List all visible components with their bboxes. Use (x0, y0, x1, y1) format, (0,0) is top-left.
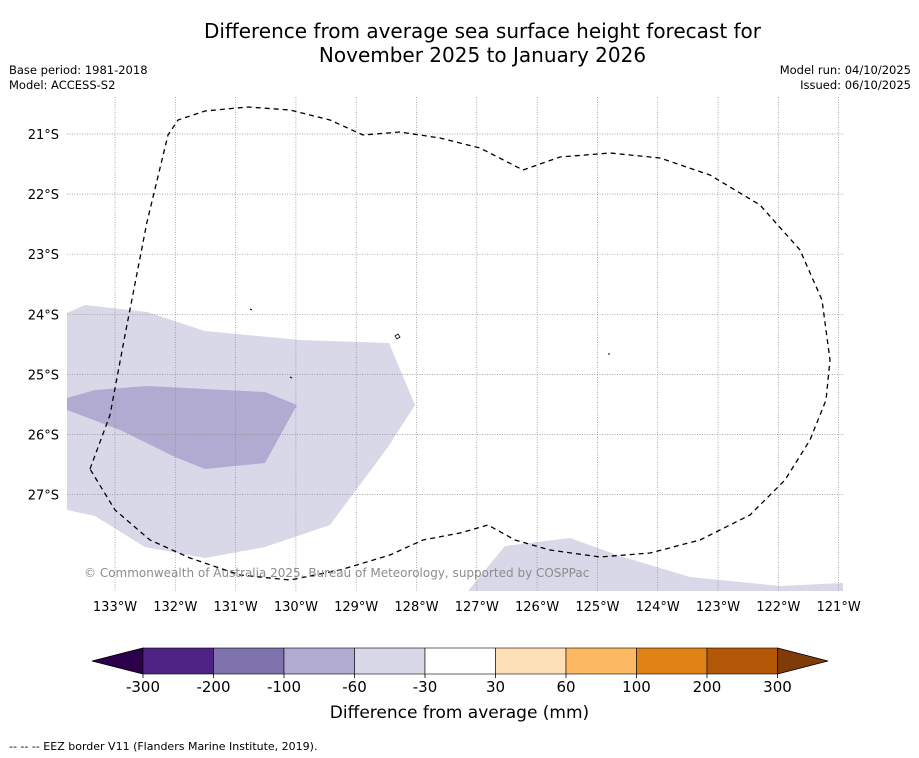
longitude-label: 132°W (153, 600, 197, 615)
map-title: Difference from average sea surface heig… (0, 19, 919, 67)
island-marker (249, 308, 253, 311)
latitude-label: 27°S (28, 489, 59, 504)
colorbar-segment (354, 647, 426, 675)
longitude-label: 133°W (93, 600, 137, 615)
meta-right: Model run: 04/10/2025 Issued: 06/10/2025 (780, 63, 911, 93)
colorbar-tick-label: -300 (126, 678, 160, 696)
colorbar: -300 -200 -100 -60 -30 30 60 100 200 300 (91, 647, 829, 696)
colorbar-tick-label: -60 (342, 678, 367, 696)
eez-footnote: -- -- -- EEZ border V11 (Flanders Marine… (9, 740, 318, 753)
longitude-label: 129°W (334, 600, 378, 615)
longitude-label: 131°W (214, 600, 258, 615)
longitude-label: 123°W (696, 600, 740, 615)
colorbar-segment (636, 647, 708, 675)
colorbar-tick-label: -30 (413, 678, 438, 696)
longitude-label: 126°W (515, 600, 559, 615)
longitude-label: 130°W (274, 600, 318, 615)
anomaly-region-mid (67, 386, 297, 469)
colorbar-segment (142, 647, 214, 675)
longitude-label: 122°W (756, 600, 800, 615)
model-name: Model: ACCESS-S2 (9, 78, 116, 92)
colorbar-tick-label: -100 (267, 678, 301, 696)
colorbar-segment (495, 647, 567, 675)
anomaly-region-light-southeast (468, 538, 843, 591)
eez-border (89, 106, 831, 581)
anomaly-field (67, 305, 843, 591)
colorbar-tick-label: 100 (622, 678, 651, 696)
longitude-label: 127°W (455, 600, 499, 615)
colorbar-segment (283, 647, 355, 675)
latitude-label: 23°S (28, 248, 59, 263)
longitude-label: 125°W (575, 600, 619, 615)
colorbar-overflow-triangle (777, 647, 829, 675)
meta-left: Base period: 1981-2018 Model: ACCESS-S2 (9, 63, 148, 93)
colorbar-segment (565, 647, 637, 675)
colorbar-segment (213, 647, 285, 675)
colorbar-tick-label: -200 (196, 678, 230, 696)
colorbar-tick-label: 60 (556, 678, 575, 696)
colorbar-segment (424, 647, 496, 675)
latitude-labels: 21°S 22°S 23°S 24°S 25°S 26°S 27°S (28, 128, 59, 504)
island-marker (394, 333, 401, 340)
colorbar-tick-label: 30 (486, 678, 505, 696)
colorbar-label: Difference from average (mm) (329, 703, 590, 723)
latitude-label: 26°S (28, 429, 59, 444)
base-period: Base period: 1981-2018 (9, 63, 148, 77)
colorbar-segment (706, 647, 778, 675)
latitude-label: 22°S (28, 188, 59, 203)
title-line-1: Difference from average sea surface heig… (203, 19, 762, 43)
model-run: Model run: 04/10/2025 (779, 63, 911, 77)
longitude-label: 128°W (394, 600, 438, 615)
colorbar-underflow-triangle (91, 647, 144, 675)
title-line-2: November 2025 to January 2026 (318, 43, 647, 67)
latitude-label: 21°S (28, 128, 59, 143)
island-marker (289, 376, 293, 379)
longitude-labels: 133°W 132°W 131°W 130°W 129°W 128°W 127°W 126°W… (93, 600, 861, 615)
longitude-label: 124°W (636, 600, 680, 615)
issued-date: Issued: 06/10/2025 (800, 78, 911, 92)
latitude-label: 25°S (28, 368, 59, 383)
graticule (67, 97, 843, 591)
colorbar-tick-label: 200 (693, 678, 722, 696)
copyright-notice: © Commonwealth of Australia 2025, Bureau… (84, 566, 589, 580)
latitude-label: 24°S (28, 308, 59, 323)
colorbar-tick-label: 300 (763, 678, 792, 696)
longitude-label: 121°W (817, 600, 861, 615)
